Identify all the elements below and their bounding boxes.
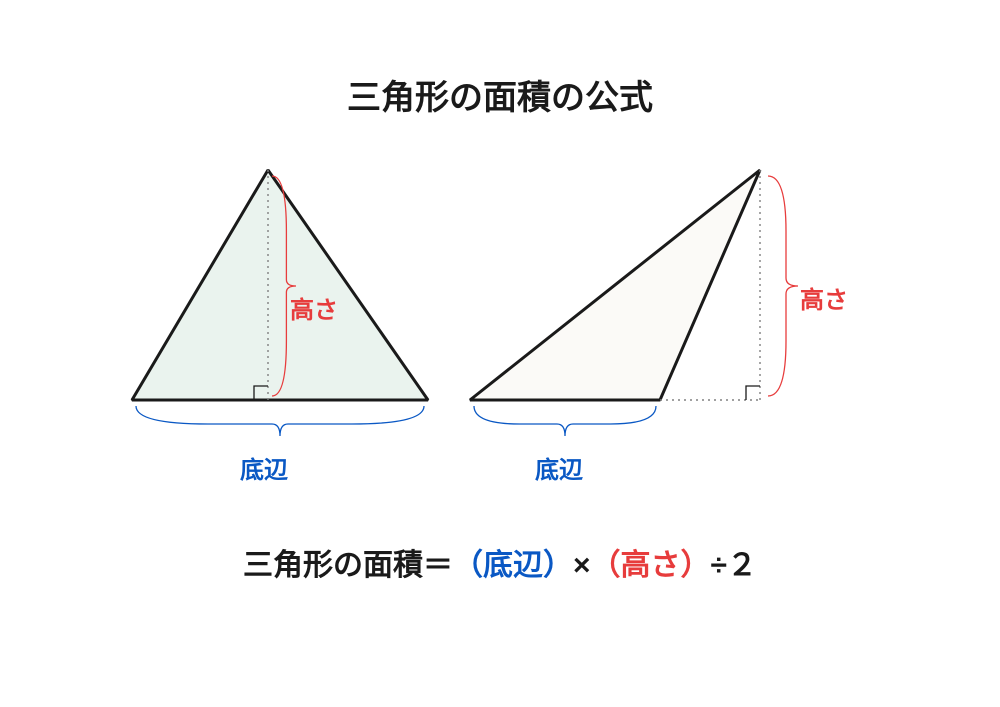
diagram-svg (0, 0, 1000, 707)
left-base-label: 底辺 (240, 450, 288, 485)
right-height-label: 高さ (800, 280, 848, 315)
formula-base: （底辺） (453, 549, 573, 582)
formula-height: （高さ） (591, 549, 711, 582)
page-root: 三角形の面積の公式 高さ 底辺 高さ 底辺 三角形の面積＝（底辺）×（高さ）÷２ (0, 0, 1000, 707)
formula-times: × (573, 549, 591, 582)
left-height-label: 高さ (290, 290, 338, 325)
formula-suffix: ÷２ (711, 549, 757, 582)
right-base-label: 底辺 (535, 450, 583, 485)
formula-prefix: 三角形の面積＝ (243, 549, 453, 582)
area-formula: 三角形の面積＝（底辺）×（高さ）÷２ (0, 540, 1000, 584)
